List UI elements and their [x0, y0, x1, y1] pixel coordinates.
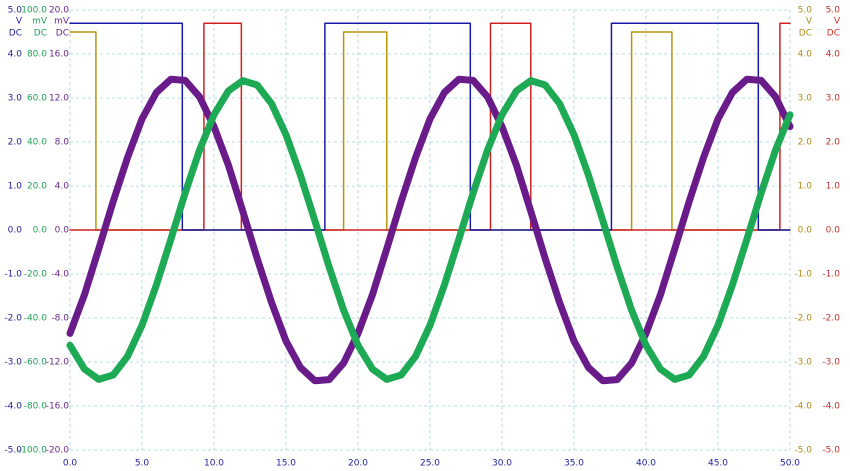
x-tick-label: 45.0	[708, 459, 728, 469]
axis-unit: V	[16, 17, 23, 27]
y-tick-label: -16.0	[46, 402, 70, 412]
y-tick-label: 0.0	[826, 226, 841, 236]
digital-trace	[69, 22, 791, 231]
y-tick-label: -1.0	[794, 270, 812, 280]
y-tick-label: -3.0	[822, 358, 840, 368]
y-tick-label: -3.0	[794, 358, 812, 368]
x-tick-label: 15.0	[276, 459, 296, 469]
y-tick-label: 2.0	[798, 138, 813, 148]
y-tick-label: 0.0	[55, 226, 70, 236]
axis-unit: mV	[32, 17, 48, 27]
axis-coupling: DC	[799, 29, 812, 39]
axis-unit: V	[834, 17, 841, 27]
y-tick-label: 5.0	[8, 6, 23, 16]
axis-coupling: DC	[56, 29, 69, 39]
y-tick-label: 1.0	[798, 182, 813, 192]
y-tick-label: 4.0	[826, 50, 841, 60]
y-tick-label: 2.0	[826, 138, 841, 148]
y-tick-label: -5.0	[822, 446, 840, 456]
x-tick-label: 25.0	[420, 459, 440, 469]
x-tick-label: 5.0	[135, 459, 150, 469]
digital-trace	[69, 31, 791, 231]
x-tick-label: 50.0	[780, 459, 800, 469]
x-tick-label: 10.0	[204, 459, 224, 469]
y-tick-label: 5.0	[798, 6, 813, 16]
signal-trace	[66, 75, 794, 385]
y-tick-label: 0.0	[8, 226, 23, 236]
y-tick-label: 16.0	[49, 50, 69, 60]
axis-coupling: DC	[34, 29, 47, 39]
axis-coupling: DC	[9, 29, 22, 39]
axis-unit: mV	[54, 17, 70, 27]
x-tick-label: 20.0	[348, 459, 368, 469]
y-tick-label: -2.0	[822, 314, 840, 324]
y-tick-label: 12.0	[49, 94, 69, 104]
y-tick-label: -4.0	[822, 402, 840, 412]
y-tick-label: -60.0	[24, 358, 48, 368]
y-tick-label: 20.0	[27, 182, 47, 192]
y-tick-label: 100.0	[21, 6, 47, 16]
y-tick-label: -20.0	[46, 446, 70, 456]
y-tick-label: 1.0	[826, 182, 841, 192]
y-tick-label: 0.0	[798, 226, 813, 236]
y-tick-label: -80.0	[24, 402, 48, 412]
y-tick-label: 80.0	[27, 50, 47, 60]
y-tick-label: -1.0	[822, 270, 840, 280]
x-tick-label: 30.0	[492, 459, 512, 469]
y-tick-label: 3.0	[826, 94, 841, 104]
y-tick-label: -8.0	[51, 314, 69, 324]
y-tick-label: -40.0	[24, 314, 48, 324]
y-tick-label: 2.0	[8, 138, 23, 148]
y-tick-label: 40.0	[27, 138, 47, 148]
y-tick-label: 4.0	[8, 50, 23, 60]
axis-coupling: DC	[827, 29, 840, 39]
y-tick-label: -5.0	[794, 446, 812, 456]
x-tick-label: 40.0	[636, 459, 656, 469]
y-tick-label: -2.0	[4, 314, 22, 324]
y-tick-label: 4.0	[798, 50, 813, 60]
y-tick-label: 60.0	[27, 94, 47, 104]
signal-trace	[66, 77, 794, 383]
axis-unit: V	[806, 17, 813, 27]
y-tick-label: 3.0	[8, 94, 23, 104]
y-tick-label: 3.0	[798, 94, 813, 104]
x-tick-label: 0.0	[63, 459, 78, 469]
y-tick-label: -100.0	[18, 446, 47, 456]
y-tick-label: -5.0	[4, 446, 22, 456]
y-tick-label: -4.0	[51, 270, 69, 280]
x-tick-label: 35.0	[564, 459, 584, 469]
y-tick-label: -20.0	[24, 270, 48, 280]
y-tick-label: -2.0	[794, 314, 812, 324]
y-tick-label: 8.0	[55, 138, 70, 148]
y-tick-label: -4.0	[4, 402, 22, 412]
y-tick-label: 1.0	[8, 182, 23, 192]
y-tick-label: 4.0	[55, 182, 70, 192]
y-tick-label: -3.0	[4, 358, 22, 368]
y-tick-label: -12.0	[46, 358, 70, 368]
y-tick-label: -4.0	[794, 402, 812, 412]
y-tick-label: 0.0	[33, 226, 48, 236]
y-tick-label: 20.0	[49, 6, 69, 16]
y-tick-label: 5.0	[826, 6, 841, 16]
y-tick-label: -1.0	[4, 270, 22, 280]
